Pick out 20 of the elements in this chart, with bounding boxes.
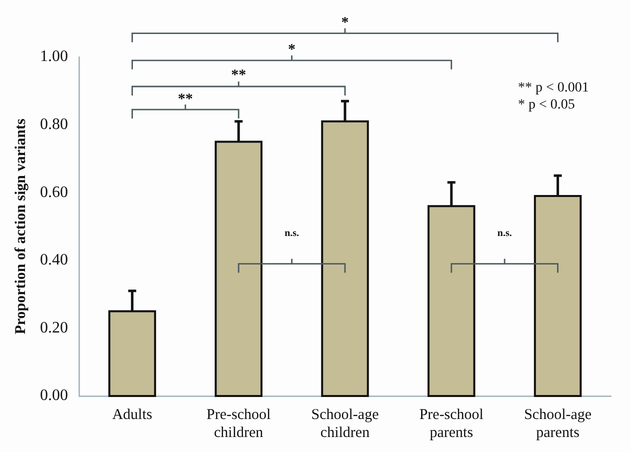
annotation: n.s. — [497, 228, 512, 239]
x-tick-label: Pre-school parents — [419, 406, 484, 441]
x-tick-label: School-age parents — [524, 406, 592, 441]
y-tick-label: 0.00 — [40, 387, 68, 404]
y-axis-title: Proportion of action sign variants — [12, 118, 29, 334]
x-tick-label: Adults — [112, 406, 152, 423]
y-tick-label: 0.40 — [40, 252, 68, 269]
annotation: * p < 0.05 — [518, 98, 575, 113]
y-tick-label: 0.20 — [40, 319, 68, 336]
x-tick-label: Pre-school children — [206, 406, 271, 441]
annotation: ** p < 0.001 — [518, 80, 589, 96]
y-tick-label: 0.60 — [40, 184, 68, 201]
y-tick-label: 0.80 — [40, 116, 68, 134]
x-tick-label: School-age children — [311, 406, 380, 441]
text: * — [341, 14, 349, 31]
annotation: ** — [178, 91, 193, 108]
y-tick-label: 1.00 — [40, 48, 68, 66]
annotation: n.s. — [284, 228, 300, 239]
annotation: ** — [231, 68, 246, 84]
annotation: * — [288, 42, 296, 58]
